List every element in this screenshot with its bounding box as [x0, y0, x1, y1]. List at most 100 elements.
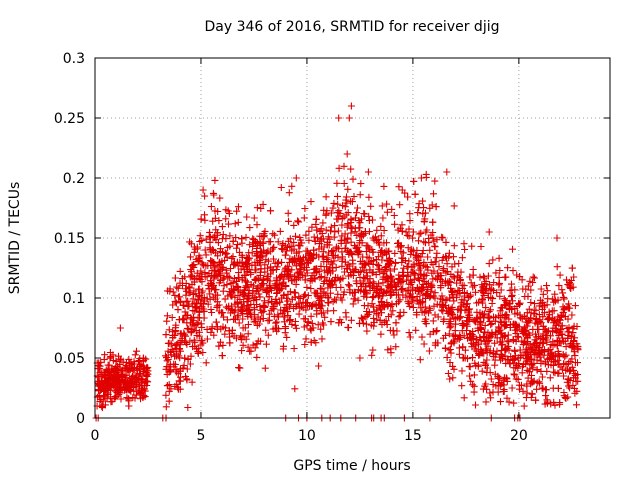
data-point: [232, 234, 240, 242]
data-point: [270, 243, 278, 251]
y-tick-label: 0.3: [63, 51, 85, 67]
data-point: [307, 198, 315, 206]
data-point: [430, 190, 437, 198]
data-point: [253, 245, 261, 252]
data-point: [256, 271, 264, 279]
data-point: [244, 330, 252, 338]
data-point: [306, 302, 314, 310]
data-point: [504, 331, 512, 339]
data-point: [317, 325, 325, 333]
data-point: [310, 246, 318, 254]
data-point: [560, 293, 567, 301]
data-point: [139, 354, 147, 362]
data-point: [178, 275, 186, 283]
data-point: [260, 230, 268, 238]
data-point: [568, 264, 576, 272]
data-point: [183, 324, 191, 332]
data-point: [475, 340, 482, 348]
data-point: [227, 265, 234, 272]
data-point: [536, 344, 544, 352]
data-point: [380, 249, 388, 257]
data-point: [207, 280, 215, 288]
data-point: [197, 341, 205, 349]
data-point: [222, 235, 230, 243]
data-point: [532, 333, 540, 341]
data-point: [222, 215, 230, 223]
data-point: [253, 322, 261, 329]
data-point: [239, 341, 247, 349]
data-point: [513, 309, 521, 317]
data-point: [522, 331, 530, 339]
data-point: [374, 238, 382, 246]
data-point: [514, 332, 522, 340]
data-point: [478, 349, 486, 357]
data-point: [238, 259, 246, 267]
data-point: [300, 214, 308, 222]
data-point: [262, 256, 270, 264]
data-point: [466, 372, 474, 380]
data-point: [329, 204, 337, 212]
data-point: [482, 304, 490, 312]
data-point: [422, 170, 430, 178]
data-point: [295, 274, 302, 282]
data-point: [565, 324, 573, 332]
data-point: [362, 248, 370, 256]
data-point: [523, 389, 531, 397]
data-point: [229, 279, 237, 287]
data-point: [316, 274, 324, 282]
data-point: [264, 331, 272, 339]
data-point: [391, 283, 399, 290]
data-point: [556, 338, 564, 346]
data-point: [555, 369, 563, 377]
data-point: [117, 395, 125, 403]
data-point: [431, 177, 439, 185]
data-point: [516, 354, 524, 362]
data-point: [116, 355, 124, 363]
data-point: [388, 205, 396, 213]
data-point: [566, 367, 574, 375]
data-point: [447, 270, 455, 278]
data-point: [351, 242, 359, 250]
data-point: [511, 371, 518, 379]
data-point: [192, 327, 200, 335]
data-point: [539, 290, 547, 298]
data-point: [365, 279, 373, 287]
data-point: [235, 364, 243, 372]
data-point: [545, 315, 553, 323]
data-point: [303, 266, 311, 274]
data-point: [508, 384, 516, 392]
data-point: [412, 326, 420, 334]
data-point: [456, 313, 464, 321]
data-point: [180, 329, 188, 337]
data-point: [523, 382, 531, 390]
data-point: [516, 314, 524, 322]
data-point: [508, 293, 515, 301]
data-point: [282, 283, 290, 290]
data-point: [328, 247, 336, 255]
data-point: [262, 326, 270, 334]
data-point: [409, 268, 417, 276]
data-point: [308, 319, 316, 327]
data-point: [285, 258, 293, 266]
data-point: [433, 236, 441, 244]
data-point: [200, 305, 207, 313]
data-point: [362, 268, 370, 276]
data-point: [468, 242, 476, 250]
data-point: [439, 266, 447, 274]
data-point: [571, 359, 579, 366]
data-point: [563, 276, 570, 284]
data-point: [233, 207, 241, 215]
data-point: [354, 204, 361, 212]
data-point: [374, 292, 382, 299]
data-point: [284, 297, 292, 305]
data-point: [528, 379, 536, 387]
data-point: [377, 232, 385, 240]
data-point: [163, 370, 171, 378]
data-point: [467, 377, 475, 385]
data-point: [403, 262, 411, 270]
data-point: [480, 272, 488, 280]
data-point: [528, 372, 535, 379]
data-point: [556, 271, 564, 279]
data-point: [347, 248, 355, 256]
data-point: [315, 362, 323, 370]
